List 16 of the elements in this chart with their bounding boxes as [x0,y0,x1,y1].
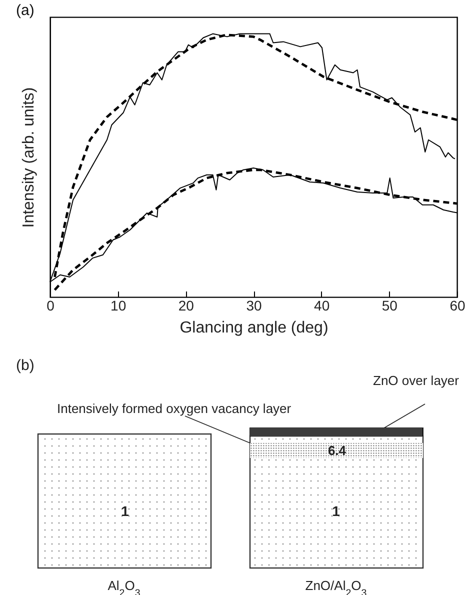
text: 1 [332,503,340,519]
text: 1 [121,503,130,519]
chart-title: (a) [16,2,34,19]
text: 6.4 [328,443,347,458]
x-tick-label: 30 [246,298,262,314]
x-tick-label: 60 [450,298,466,314]
x-tick-label: 40 [314,298,330,314]
x-tick-label: 20 [178,298,194,314]
text: Intensively formed oxygen vacancy layer [57,401,292,416]
x-tick-label: 50 [382,298,398,314]
x-tick-label: 10 [110,298,126,314]
x-tick-label: 0 [46,298,55,314]
text: (b) [16,357,34,374]
y-axis-title: Intensity (arb. units) [20,87,38,228]
text: ZnO over layer [373,373,460,388]
x-axis-title: Glancing angle (deg) [180,320,328,336]
